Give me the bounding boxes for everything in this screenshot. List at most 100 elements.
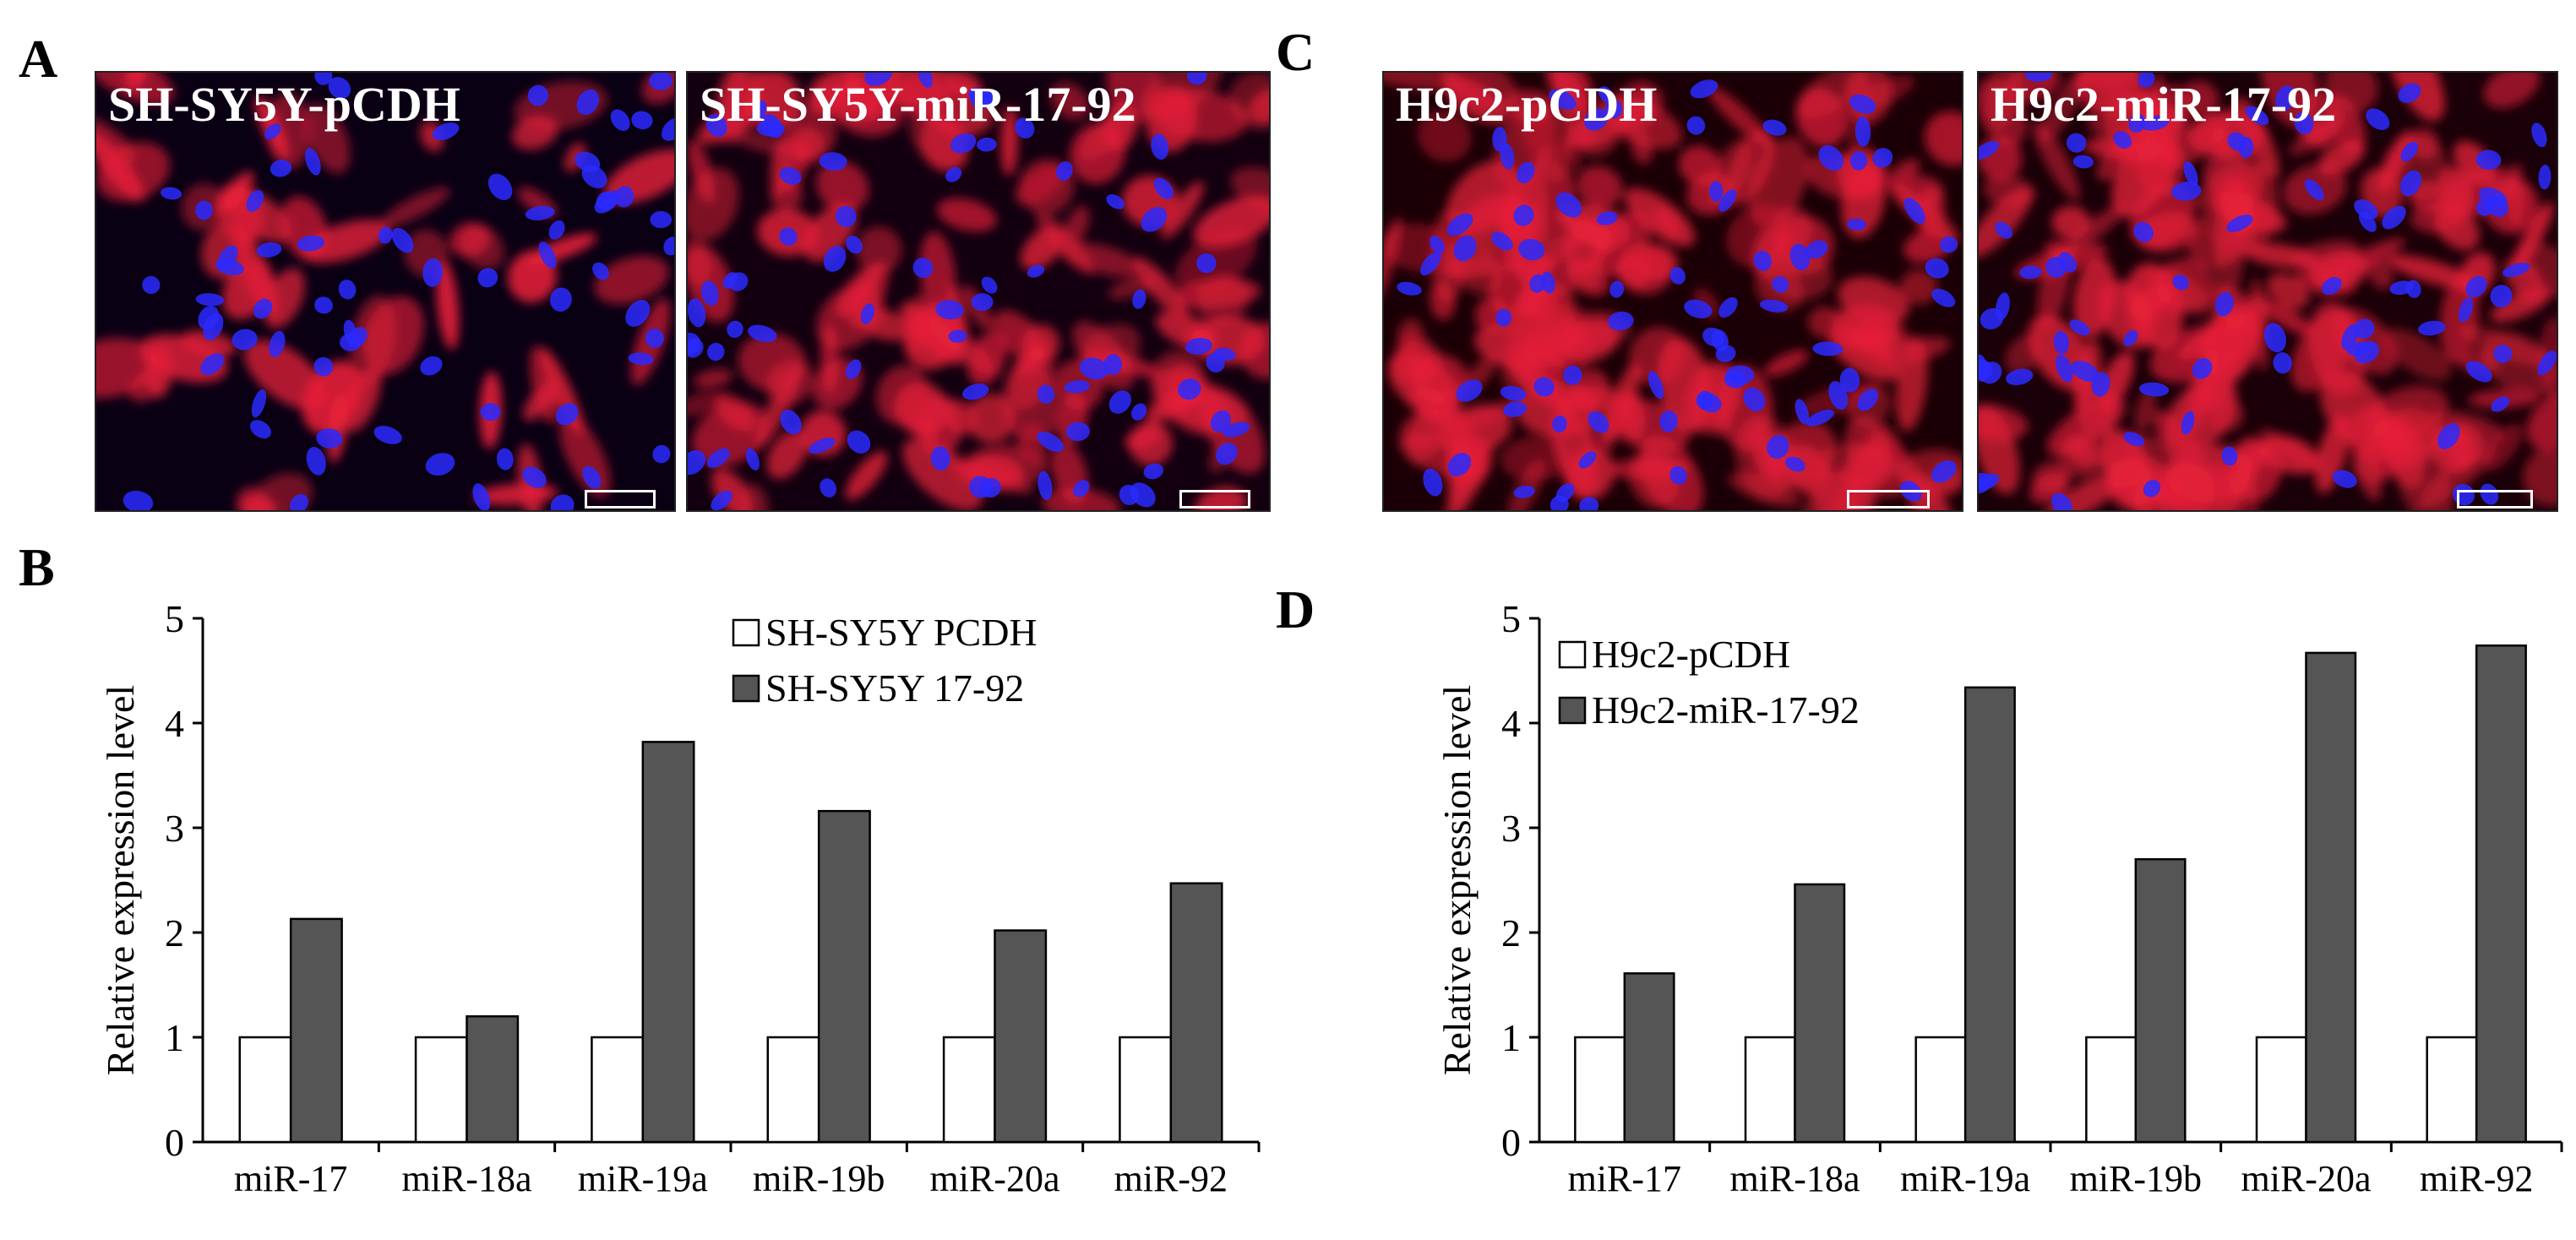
cell-nucleus <box>487 173 513 200</box>
cell-nucleus <box>1759 299 1789 313</box>
cell-nucleus <box>1604 100 1623 119</box>
micrograph-h9c2-mir-17-92: H9c2-miR-17-92 <box>1977 71 2558 512</box>
y-tick-label: 2 <box>165 911 184 954</box>
cell-cytoplasm <box>1384 73 1464 91</box>
cell-nucleus <box>550 494 575 510</box>
cell-nucleus <box>761 113 783 139</box>
cell-nucleus <box>650 210 673 229</box>
cell-cytoplasm <box>1887 159 1920 190</box>
cell-nucleus <box>1517 161 1535 184</box>
cell-nucleus <box>779 166 802 185</box>
micrograph-sh-sy5y-pcdh: SH-SY5Y-pCDH <box>95 71 676 512</box>
cell-nucleus <box>2072 155 2094 169</box>
cell-nucleus <box>1659 410 1678 432</box>
cell-nucleus <box>2071 360 2099 383</box>
cell-nucleus <box>432 122 460 141</box>
cell-nucleus <box>1027 264 1045 278</box>
cell-nucleus <box>1979 141 2000 160</box>
cell-nucleus <box>1715 345 1736 362</box>
cell-nucleus <box>525 205 555 220</box>
cell-cytoplasm <box>2134 388 2157 432</box>
cell-nucleus <box>2123 432 2145 447</box>
cell-cytoplasm <box>1726 128 1775 206</box>
cell-cytoplasm <box>1979 404 2029 442</box>
cell-nucleus <box>142 275 161 295</box>
cell-nucleus <box>1709 181 1724 202</box>
cell-cytoplasm <box>1042 487 1121 510</box>
cell-nucleus <box>2138 73 2155 88</box>
cell-nucleus <box>2382 205 2406 230</box>
cell-nucleus <box>610 109 630 131</box>
cell-nucleus <box>1131 403 1147 421</box>
cell-nucleus <box>727 272 749 291</box>
cell-nucleus <box>472 483 491 510</box>
cell-cytoplasm <box>96 338 158 399</box>
bar-treated <box>1169 882 1223 1144</box>
cell-nucleus <box>625 300 651 327</box>
cell-nucleus <box>663 237 674 256</box>
cell-nucleus <box>2024 73 2053 82</box>
cell-nucleus <box>2493 345 2513 363</box>
cell-nucleus <box>249 420 271 439</box>
cell-nucleus <box>1178 378 1201 400</box>
cell-nucleus <box>1073 480 1090 498</box>
cell-cytoplasm <box>1844 416 1909 498</box>
cell-nucleus <box>1995 221 2013 239</box>
cell-cytoplasm <box>1903 229 1952 264</box>
cell-nucleus <box>1533 377 1555 397</box>
cell-nucleus <box>2398 83 2421 103</box>
cell-cytoplasm <box>2044 471 2127 510</box>
cell-cytoplasm <box>1628 326 1686 385</box>
cell-nucleus <box>1056 161 1073 181</box>
cell-nucleus <box>1669 267 1686 285</box>
cell-nucleus <box>2354 340 2380 364</box>
cell-nucleus <box>1609 280 1625 298</box>
cell-cytoplasm <box>2066 438 2099 468</box>
cell-nucleus <box>1854 116 1871 147</box>
x-tick-label: miR-18a <box>402 1158 532 1199</box>
cell-nucleus <box>700 280 719 306</box>
cell-nucleus <box>1215 443 1238 465</box>
cell-nucleus <box>1563 365 1582 385</box>
cell-nucleus <box>1185 337 1212 355</box>
cell-cytoplasm <box>967 331 1007 386</box>
cell-nucleus <box>1079 357 1108 380</box>
cell-nucleus <box>253 298 273 319</box>
cell-cytoplasm <box>2482 423 2523 471</box>
cell-nucleus <box>527 84 548 106</box>
cell-cytoplasm <box>2513 242 2557 300</box>
cell-cytoplasm <box>1125 424 1162 451</box>
cell-cytoplasm <box>265 92 312 169</box>
cell-nucleus <box>1583 108 1609 131</box>
cell-nucleus <box>338 280 357 300</box>
cell-nucleus <box>1684 299 1713 318</box>
scale-bar <box>1179 490 1250 509</box>
cell-nucleus <box>2294 111 2314 135</box>
x-tick-label: miR-20a <box>930 1158 1060 1199</box>
cell-nucleus <box>314 296 333 314</box>
bar-control <box>2255 1036 2307 1144</box>
cell-nucleus <box>835 205 857 227</box>
scale-bar <box>2457 490 2533 509</box>
cell-cytoplasm <box>688 239 712 286</box>
cell-cytoplasm <box>1774 215 1834 275</box>
bar-control <box>1119 1036 1173 1144</box>
cell-nucleus <box>2138 382 2170 397</box>
cell-nucleus <box>1598 86 1615 104</box>
cell-nucleus <box>688 298 706 328</box>
cell-nucleus <box>592 262 609 280</box>
cell-nucleus <box>1608 311 1634 331</box>
x-tick-label: miR-92 <box>2420 1158 2533 1199</box>
bar-treated <box>2475 644 2527 1144</box>
cell-nucleus <box>1596 211 1618 226</box>
y-axis-label: Relative expression level <box>1435 685 1479 1075</box>
cell-cytoplasm <box>919 231 956 316</box>
cell-nucleus <box>2490 285 2513 307</box>
cell-nucleus <box>2172 275 2189 291</box>
cell-nucleus <box>1130 482 1156 508</box>
cell-nucleus <box>1552 415 1567 433</box>
cell-nucleus <box>2183 160 2198 187</box>
cell-nucleus <box>2502 263 2530 277</box>
cell-nucleus <box>2226 215 2253 232</box>
cell-nucleus <box>2275 85 2296 111</box>
